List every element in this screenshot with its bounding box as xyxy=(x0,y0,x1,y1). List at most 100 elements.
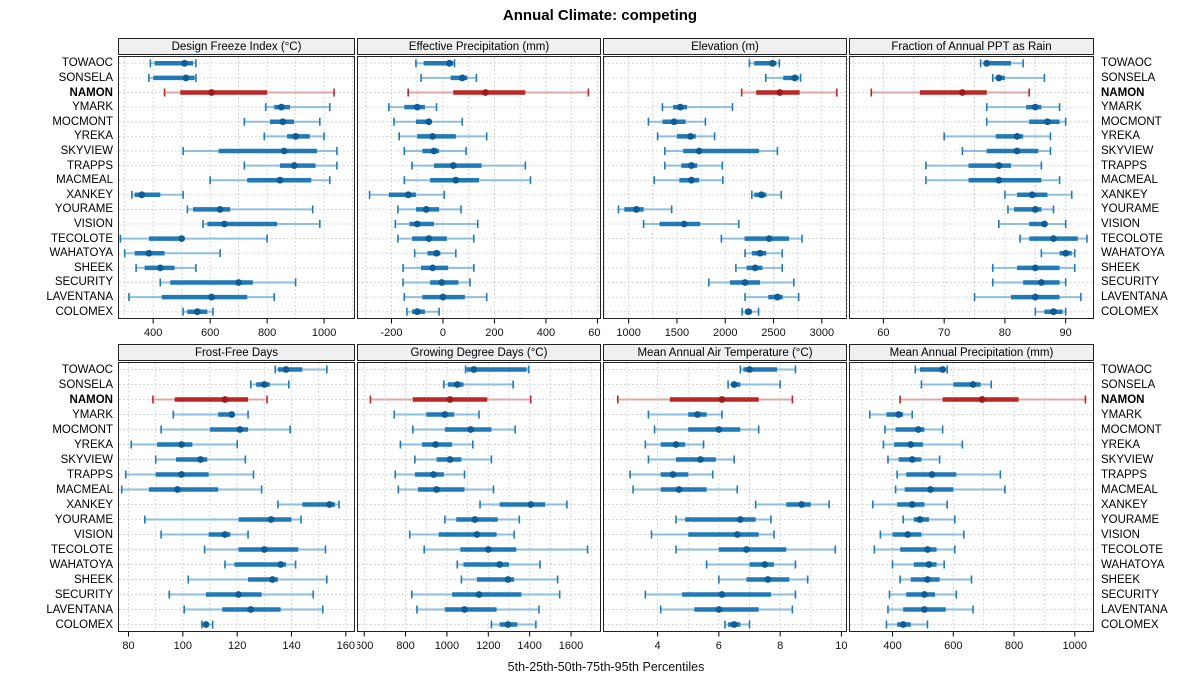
error-bar-colomex xyxy=(741,307,760,316)
error-bar-wahatoya xyxy=(224,560,297,569)
site-label-left: SHEEK xyxy=(74,573,113,586)
error-bar-yourame xyxy=(902,515,956,524)
site-label-right: SONSELA xyxy=(1101,378,1156,391)
site-label-right: TECOLOTE xyxy=(1101,543,1163,556)
panel-border xyxy=(849,56,1094,319)
error-bar-macmeal xyxy=(632,485,739,494)
error-bar-sheek xyxy=(991,263,1076,272)
site-label-left: NAMON xyxy=(69,393,113,406)
site-label-left: COLOMEX xyxy=(55,305,113,318)
error-bar-yourame xyxy=(397,205,462,214)
error-bar-ymark xyxy=(985,103,1061,112)
x-tick-label: 70 xyxy=(938,327,950,339)
error-bar-yreka xyxy=(656,132,716,141)
panel-border xyxy=(603,362,847,632)
error-bar-yourame xyxy=(617,205,673,214)
site-label-left: MACMEAL xyxy=(56,483,113,496)
site-label-right: SKYVIEW xyxy=(1101,453,1154,466)
error-bar-macmeal xyxy=(925,176,1061,185)
chart-title: Annual Climate: competing xyxy=(502,7,698,24)
site-label-right: TOWAOC xyxy=(1101,57,1153,70)
error-bar-sheek xyxy=(718,575,809,584)
site-label-right: VISION xyxy=(1101,528,1140,541)
site-label-left: SECURITY xyxy=(54,588,113,601)
error-bar-ymark xyxy=(868,410,914,419)
site-label-left: YREKA xyxy=(74,130,113,143)
error-bar-security xyxy=(991,278,1067,287)
site-label-left: YMARK xyxy=(72,408,113,421)
error-bar-mocmont xyxy=(647,117,707,126)
error-bar-yreka xyxy=(399,440,474,449)
error-bar-xankey xyxy=(277,500,340,509)
error-bar-laventana xyxy=(128,293,276,302)
error-bar-laventana xyxy=(403,293,488,302)
error-bar-mocmont xyxy=(393,117,464,126)
error-bar-tecolote xyxy=(119,234,268,243)
error-bar-trapps xyxy=(925,161,1043,170)
error-bar-xankey xyxy=(754,500,830,509)
error-bar-colomex xyxy=(490,620,537,629)
panel-strip-elevation-m: Elevation (m) xyxy=(603,38,847,55)
error-bar-sheek xyxy=(460,575,559,584)
error-bar-trapps xyxy=(629,470,714,479)
error-bar-colomex xyxy=(1034,307,1067,316)
error-bar-namon xyxy=(407,88,590,97)
error-bar-tecolote xyxy=(397,234,475,243)
site-label-left: SKYVIEW xyxy=(60,453,113,466)
error-bar-towaoc xyxy=(748,59,781,68)
site-label-right: XANKEY xyxy=(1101,498,1148,511)
panel-effective-precipitation-mm: -200 0 200 400 600 xyxy=(357,56,601,339)
error-bar-sonsela xyxy=(727,380,781,389)
site-label-right: NAMON xyxy=(1101,393,1145,406)
error-bar-yourame xyxy=(444,515,521,524)
error-bar-mocmont xyxy=(160,425,291,434)
panel-design-freeze-index-c: 400 600 800 1000 xyxy=(118,56,355,339)
error-bar-yreka xyxy=(398,132,488,141)
error-bar-namon xyxy=(163,88,335,97)
error-bar-wahatoya xyxy=(1040,249,1076,258)
x-tick-label: 1200 xyxy=(476,640,500,652)
site-label-right: TRAPPS xyxy=(1101,468,1148,481)
x-tick-label: -200 xyxy=(380,327,402,339)
error-bar-trapps xyxy=(896,470,1002,479)
error-bar-sheek xyxy=(187,575,328,584)
site-label-right: COLOMEX xyxy=(1101,618,1159,631)
error-bar-vision xyxy=(642,220,740,229)
site-label-left: YOURAME xyxy=(54,203,113,216)
panel-strip-frost-free-days: Frost-Free Days xyxy=(118,344,355,361)
site-label-right: YOURAME xyxy=(1101,513,1160,526)
error-bar-skyview xyxy=(182,146,338,155)
error-bar-skyview xyxy=(664,146,779,155)
error-bar-tecolote xyxy=(720,234,803,243)
site-label-left: SONSELA xyxy=(58,71,113,84)
error-bar-namon xyxy=(616,395,794,404)
error-bar-ymark xyxy=(172,410,249,419)
error-bar-namon xyxy=(740,88,838,97)
site-label-left: SHEEK xyxy=(74,261,113,274)
site-label-left: TOWAOC xyxy=(61,57,113,70)
error-bar-tecolote xyxy=(873,545,956,554)
error-bar-xankey xyxy=(479,500,568,509)
x-tick-label: 2500 xyxy=(761,327,785,339)
error-bar-skyview xyxy=(403,146,467,155)
error-bar-skyview xyxy=(887,455,941,464)
error-bar-mocmont xyxy=(653,425,760,434)
panel-strip-fraction-of-annual-ppt-as-rain: Fraction of Annual PPT as Rain xyxy=(849,38,1094,55)
panel-mean-annual-air-temperature-c: 4 6 8 10 xyxy=(603,362,847,652)
error-bar-vision xyxy=(408,530,515,539)
error-bar-sonsela xyxy=(920,380,993,389)
x-tick-label: 1000 xyxy=(435,640,459,652)
error-bar-security xyxy=(168,590,315,599)
site-label-left: MACMEAL xyxy=(56,174,113,187)
site-label-left: YREKA xyxy=(74,438,113,451)
error-bar-yourame xyxy=(1007,205,1055,214)
site-label-left: SKYVIEW xyxy=(60,144,113,157)
error-bar-yourame xyxy=(144,515,302,524)
panel-elevation-m: 1000 1500 2000 2500 3000 xyxy=(603,56,847,339)
error-bar-macmeal xyxy=(397,485,495,494)
x-tick-label: 800 xyxy=(396,640,414,652)
error-bar-vision xyxy=(879,530,965,539)
x-tick-label: 8 xyxy=(777,640,783,652)
panel-strip-design-freeze-index-c: Design Freeze Index (°C) xyxy=(118,38,355,55)
